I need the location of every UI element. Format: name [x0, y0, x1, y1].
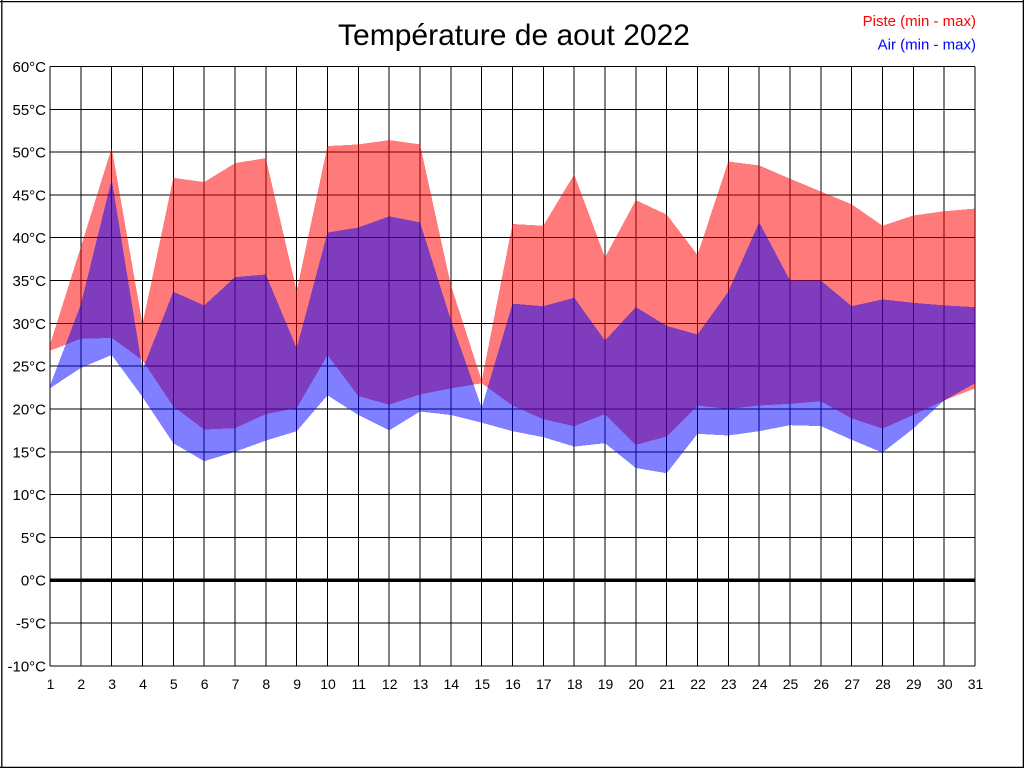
svg-text:12: 12 — [382, 676, 398, 692]
svg-text:-10°C: -10°C — [7, 658, 46, 675]
svg-text:31: 31 — [968, 676, 984, 692]
svg-text:4: 4 — [139, 676, 147, 692]
svg-text:3: 3 — [108, 676, 116, 692]
svg-text:40°C: 40°C — [12, 230, 46, 247]
svg-text:11: 11 — [352, 676, 367, 692]
svg-text:10°C: 10°C — [12, 487, 46, 504]
svg-text:-5°C: -5°C — [16, 616, 46, 633]
svg-text:50°C: 50°C — [12, 145, 46, 162]
svg-text:2: 2 — [77, 676, 85, 692]
svg-text:15°C: 15°C — [12, 444, 46, 461]
svg-text:22: 22 — [690, 676, 706, 692]
svg-text:7: 7 — [232, 676, 240, 692]
svg-text:26: 26 — [814, 676, 830, 692]
svg-text:13: 13 — [413, 676, 429, 692]
svg-text:24: 24 — [752, 676, 768, 692]
svg-text:20°C: 20°C — [12, 402, 46, 419]
svg-text:19: 19 — [598, 676, 614, 692]
svg-text:6: 6 — [201, 676, 209, 692]
svg-text:8: 8 — [262, 676, 270, 692]
svg-text:25: 25 — [783, 676, 799, 692]
svg-text:10: 10 — [320, 676, 336, 692]
svg-text:45°C: 45°C — [12, 187, 46, 204]
svg-text:5: 5 — [170, 676, 178, 692]
svg-text:Air (min - max): Air (min - max) — [878, 37, 976, 54]
svg-text:55°C: 55°C — [12, 102, 46, 119]
svg-text:15: 15 — [474, 676, 490, 692]
svg-text:16: 16 — [505, 676, 521, 692]
svg-text:29: 29 — [906, 676, 922, 692]
svg-text:27: 27 — [844, 676, 860, 692]
svg-text:Piste (min - max): Piste (min - max) — [863, 13, 976, 30]
svg-text:60°C: 60°C — [12, 59, 46, 76]
svg-text:17: 17 — [536, 676, 552, 692]
svg-text:Température de aout 2022: Température de aout 2022 — [338, 19, 690, 52]
svg-text:23: 23 — [721, 676, 737, 692]
svg-text:20: 20 — [629, 676, 645, 692]
svg-text:0°C: 0°C — [21, 573, 46, 590]
svg-text:9: 9 — [293, 676, 301, 692]
svg-text:30°C: 30°C — [12, 316, 46, 333]
svg-text:5°C: 5°C — [21, 530, 46, 547]
svg-text:35°C: 35°C — [12, 273, 46, 290]
svg-text:1: 1 — [47, 676, 55, 692]
svg-text:14: 14 — [444, 676, 460, 692]
svg-text:30: 30 — [937, 676, 953, 692]
svg-text:28: 28 — [875, 676, 891, 692]
svg-text:25°C: 25°C — [12, 359, 46, 376]
svg-text:18: 18 — [567, 676, 583, 692]
svg-text:21: 21 — [659, 676, 675, 692]
